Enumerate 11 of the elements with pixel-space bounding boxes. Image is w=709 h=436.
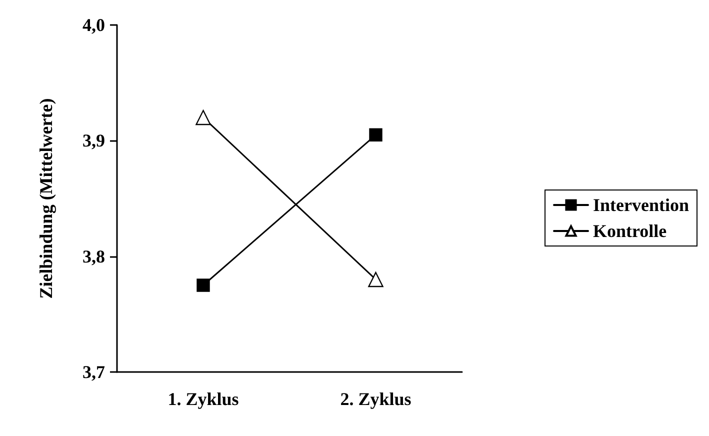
y-tick-label: 3,7 (82, 362, 105, 382)
x-tick-label: 2. Zyklus (340, 389, 412, 409)
legend-label: Intervention (593, 195, 690, 215)
x-tick-label: 1. Zyklus (168, 389, 239, 409)
y-axis-title: Zielbindung (Mittelwerte) (36, 98, 56, 299)
y-tick-label: 3,9 (82, 130, 105, 151)
point (196, 278, 210, 292)
legend-label: Kontrolle (593, 221, 667, 241)
y-tick-label: 3,8 (82, 246, 105, 266)
point (369, 128, 382, 142)
y-tick-label: 4,0 (82, 15, 105, 35)
